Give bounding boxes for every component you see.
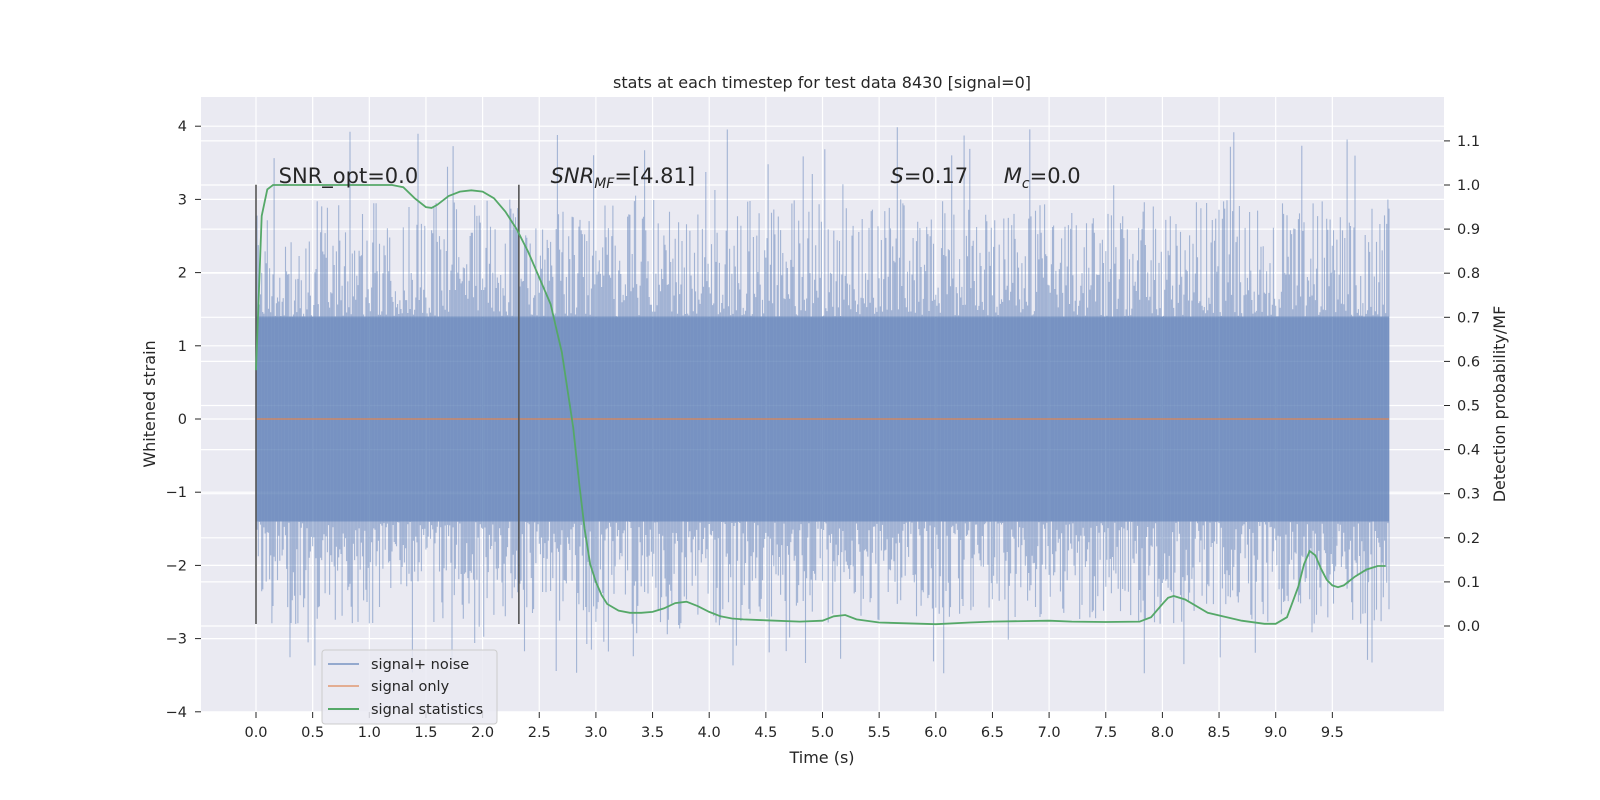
x-tick-label: 3.5 — [641, 725, 664, 741]
y2-tick-label: 0.3 — [1457, 487, 1480, 503]
y2-tick-label: 0.0 — [1457, 619, 1480, 635]
y2-tick-label: 1.1 — [1457, 134, 1480, 150]
legend-label-signal-only: signal only — [371, 679, 450, 695]
x-tick-label: 5.5 — [868, 725, 891, 741]
x-tick-label: 2.0 — [471, 725, 494, 741]
x-tick-label: 7.5 — [1094, 725, 1117, 741]
chart-title: stats at each timestep for test data 843… — [613, 73, 1031, 92]
vertical-markers — [255, 184, 520, 624]
y2-axis-label: Detection probability/MF — [1490, 306, 1509, 503]
x-tick-label: 9.5 — [1321, 725, 1344, 741]
annotation-3: Mc=0.0 — [1004, 164, 1081, 192]
annotation-0: SNR_opt=0.0 — [279, 164, 419, 189]
annotations: SNR_opt=0.0 SNRMF=[4.81] S=0.17 Mc=0.0 — [279, 164, 1081, 192]
x-tick-label: 0.0 — [244, 725, 267, 741]
y2-tick-label: 0.6 — [1457, 354, 1480, 370]
y-tick-label: −2 — [166, 558, 187, 574]
legend: signal+ noise signal only signal statist… — [321, 649, 498, 725]
x-tick-label: 4.0 — [698, 725, 721, 741]
y-tick-label: 2 — [178, 266, 187, 282]
y-axis-ticks: 4 3 2 1 0 −1 −2 −3 −4 — [166, 119, 201, 721]
y2-tick-label: 0.2 — [1457, 531, 1480, 547]
y-tick-label: −4 — [166, 705, 187, 721]
y2-tick-label: 0.8 — [1457, 266, 1480, 282]
x-tick-label: 6.0 — [924, 725, 947, 741]
legend-label-signal-statistics: signal statistics — [371, 702, 483, 718]
annotation-1: SNRMF=[4.81] — [551, 164, 696, 192]
x-tick-label: 7.0 — [1038, 725, 1061, 741]
series-signal-statistics — [255, 184, 1386, 626]
y2-tick-label: 0.9 — [1457, 222, 1480, 238]
y-tick-label: −1 — [166, 485, 187, 501]
x-tick-label: 3.0 — [584, 725, 607, 741]
y2-tick-label: 0.4 — [1457, 443, 1480, 459]
x-tick-label: 6.5 — [981, 725, 1004, 741]
y-tick-label: 4 — [178, 119, 187, 135]
y-tick-label: 3 — [178, 192, 187, 208]
x-axis-ticks: 0.0 0.5 1.0 1.5 2.0 2.5 3.0 3.5 4.0 4.5 5.0 5.5 6.0 6… — [244, 712, 1344, 741]
x-tick-label: 0.5 — [301, 725, 324, 741]
x-tick-label: 9.0 — [1264, 725, 1287, 741]
y2-tick-label: 0.5 — [1457, 399, 1480, 415]
legend-label-signal-noise: signal+ noise — [371, 657, 469, 673]
x-tick-label: 4.5 — [754, 725, 777, 741]
x-tick-label: 8.5 — [1208, 725, 1231, 741]
x-tick-label: 1.0 — [358, 725, 381, 741]
x-tick-label: 1.5 — [414, 725, 437, 741]
y2-tick-label: 1.0 — [1457, 178, 1480, 194]
y2-axis-ticks: 1.1 1.0 0.9 0.8 0.7 0.6 0.5 0.4 0.3 0.2 0.1 0.0 — [1444, 134, 1480, 635]
legend-box — [321, 649, 498, 725]
y-tick-label: −3 — [166, 632, 187, 648]
annotation-2: S=0.17 — [890, 164, 968, 188]
x-tick-label: 2.5 — [528, 725, 551, 741]
y-axis-label: Whitened strain — [140, 340, 159, 467]
y-tick-label: 1 — [178, 339, 187, 355]
x-axis-label: Time (s) — [788, 748, 854, 767]
y2-tick-label: 0.7 — [1457, 310, 1480, 326]
x-tick-label: 5.0 — [811, 725, 834, 741]
y-tick-label: 0 — [178, 412, 187, 428]
y2-tick-label: 0.1 — [1457, 575, 1480, 591]
x-tick-label: 8.0 — [1151, 725, 1174, 741]
